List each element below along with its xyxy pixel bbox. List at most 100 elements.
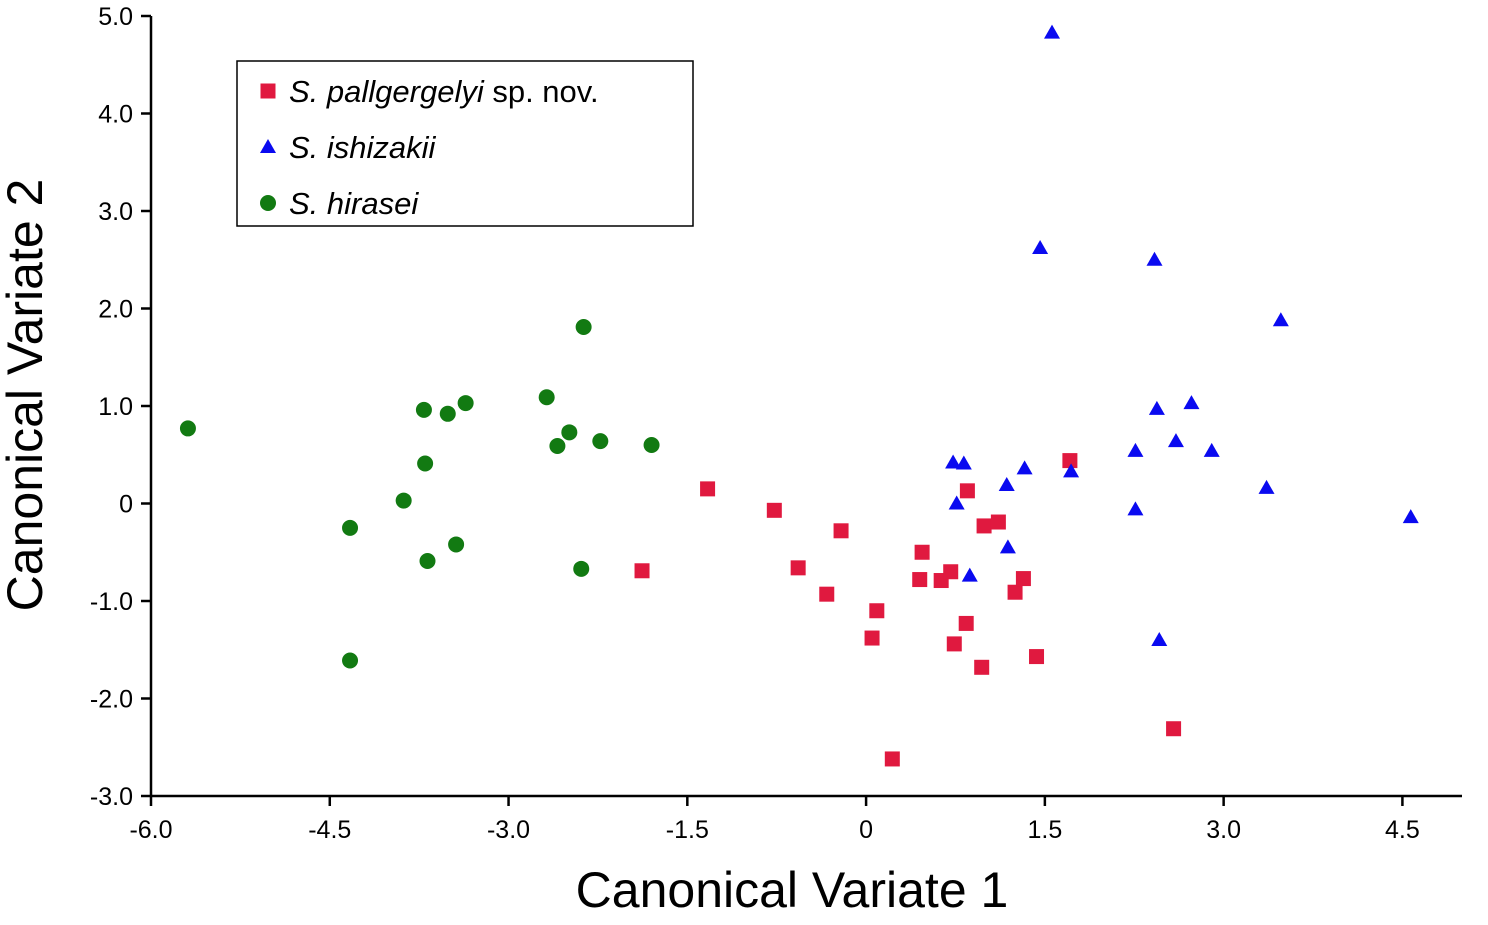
y-axis-title: Canonical Variate 2 bbox=[0, 179, 53, 612]
data-points bbox=[179, 24, 1419, 767]
data-point-square bbox=[976, 518, 992, 534]
data-point-triangle bbox=[1183, 395, 1200, 410]
y-tick-label: 4.0 bbox=[98, 101, 133, 129]
data-point-triangle bbox=[1272, 312, 1289, 327]
legend-marker-circle bbox=[260, 195, 276, 211]
legend-label-suffix: sp. nov. bbox=[484, 74, 599, 109]
legend-label: S. pallgergelyi sp. nov. bbox=[289, 74, 599, 109]
data-point-square bbox=[974, 659, 990, 675]
data-point-circle bbox=[457, 395, 474, 412]
legend-marker-triangle bbox=[260, 139, 276, 153]
data-point-triangle bbox=[1258, 479, 1275, 494]
series-square bbox=[634, 453, 1182, 767]
data-point-square bbox=[700, 481, 716, 497]
legend-label-italic: S. pallgergelyi bbox=[289, 74, 485, 109]
x-tick-label: 1.5 bbox=[1027, 816, 1062, 844]
data-point-triangle bbox=[945, 454, 962, 469]
data-point-square bbox=[864, 630, 880, 646]
data-point-triangle bbox=[1151, 632, 1168, 646]
data-point-triangle bbox=[1044, 24, 1061, 39]
legend-label: S. hirasei bbox=[289, 186, 419, 221]
legend-box bbox=[236, 60, 694, 227]
data-point-triangle bbox=[998, 476, 1015, 491]
data-point-square bbox=[1166, 721, 1182, 737]
data-point-triangle bbox=[1167, 433, 1184, 448]
data-point-square bbox=[1029, 649, 1045, 665]
y-tick-label: 3.0 bbox=[98, 198, 133, 226]
x-tick-label: -1.5 bbox=[666, 816, 709, 844]
y-tick-label: -2.0 bbox=[90, 686, 133, 714]
data-point-square bbox=[912, 572, 928, 588]
x-tick-label: -6.0 bbox=[129, 816, 172, 844]
data-point-square bbox=[766, 502, 782, 518]
y-tick-label: -1.0 bbox=[90, 588, 133, 616]
data-point-square bbox=[990, 514, 1006, 530]
data-point-square bbox=[943, 564, 959, 580]
legend: S. pallgergelyi sp. nov. S. ishizakii S. h… bbox=[236, 60, 694, 227]
data-point-circle bbox=[342, 652, 359, 669]
series-triangle bbox=[945, 24, 1419, 646]
data-point-square bbox=[833, 523, 849, 539]
data-point-square bbox=[946, 636, 962, 652]
data-point-triangle bbox=[961, 567, 978, 582]
data-point-circle bbox=[549, 437, 566, 454]
data-point-triangle bbox=[1402, 509, 1419, 524]
x-axis-title: Canonical Variate 1 bbox=[576, 862, 1009, 918]
data-point-triangle bbox=[1032, 240, 1049, 255]
y-tick-label: 5.0 bbox=[98, 3, 133, 31]
data-point-circle bbox=[575, 319, 592, 336]
data-point-circle bbox=[417, 455, 434, 472]
data-point-circle bbox=[448, 536, 465, 553]
data-point-square bbox=[914, 544, 930, 560]
data-point-triangle bbox=[1063, 463, 1080, 478]
x-tick-label: -4.5 bbox=[308, 816, 351, 844]
data-point-circle bbox=[561, 424, 578, 441]
x-tick-label: -3.0 bbox=[487, 816, 530, 844]
x-tick-label: 0 bbox=[859, 816, 873, 844]
y-tick-label: 2.0 bbox=[98, 296, 133, 324]
data-point-circle bbox=[395, 492, 412, 509]
data-point-triangle bbox=[955, 455, 972, 470]
x-tick-label: 3.0 bbox=[1206, 816, 1241, 844]
data-point-square bbox=[634, 563, 650, 579]
data-point-square bbox=[819, 586, 835, 602]
data-point-square bbox=[884, 751, 900, 767]
data-point-square bbox=[958, 615, 974, 631]
data-point-square bbox=[869, 603, 885, 619]
legend-label: S. ishizakii bbox=[289, 130, 437, 165]
data-point-square bbox=[959, 483, 975, 499]
legend-marker-square bbox=[260, 83, 276, 99]
data-point-triangle bbox=[1148, 400, 1165, 415]
data-point-square bbox=[790, 560, 806, 576]
data-point-triangle bbox=[1016, 460, 1033, 475]
data-point-square bbox=[1015, 571, 1031, 587]
data-point-square bbox=[1062, 453, 1078, 469]
data-point-square bbox=[1007, 584, 1023, 600]
data-point-circle bbox=[643, 437, 660, 453]
data-point-triangle bbox=[1127, 442, 1144, 457]
data-point-circle bbox=[342, 519, 359, 536]
series-circle bbox=[179, 319, 660, 669]
data-point-circle bbox=[179, 420, 196, 437]
data-point-circle bbox=[573, 560, 590, 577]
legend-item: S. pallgergelyi sp. nov. bbox=[260, 74, 599, 109]
data-point-circle bbox=[592, 433, 609, 450]
data-point-circle bbox=[419, 553, 436, 570]
data-point-triangle bbox=[999, 539, 1016, 554]
data-point-triangle bbox=[948, 495, 965, 510]
y-tick-label: -3.0 bbox=[90, 783, 133, 811]
y-tick-label: 1.0 bbox=[98, 393, 133, 421]
data-point-circle bbox=[538, 389, 555, 406]
x-tick-label: 4.5 bbox=[1385, 816, 1420, 844]
data-point-triangle bbox=[1203, 442, 1220, 457]
legend-item: S. hirasei bbox=[260, 186, 419, 221]
axes: -6.0 -4.5 -3.0 -1.5 0 1.5 3.0 4.5 5.0 4.0 3.0 2.0 1.… bbox=[90, 3, 1462, 844]
legend-label-italic: S. ishizakii bbox=[289, 130, 437, 165]
data-point-circle bbox=[439, 405, 456, 422]
legend-label-italic: S. hirasei bbox=[289, 186, 419, 221]
data-point-triangle bbox=[1127, 501, 1144, 516]
data-point-triangle bbox=[1146, 251, 1163, 266]
legend-item: S. ishizakii bbox=[260, 130, 437, 165]
y-tick-label: 0 bbox=[119, 491, 133, 519]
